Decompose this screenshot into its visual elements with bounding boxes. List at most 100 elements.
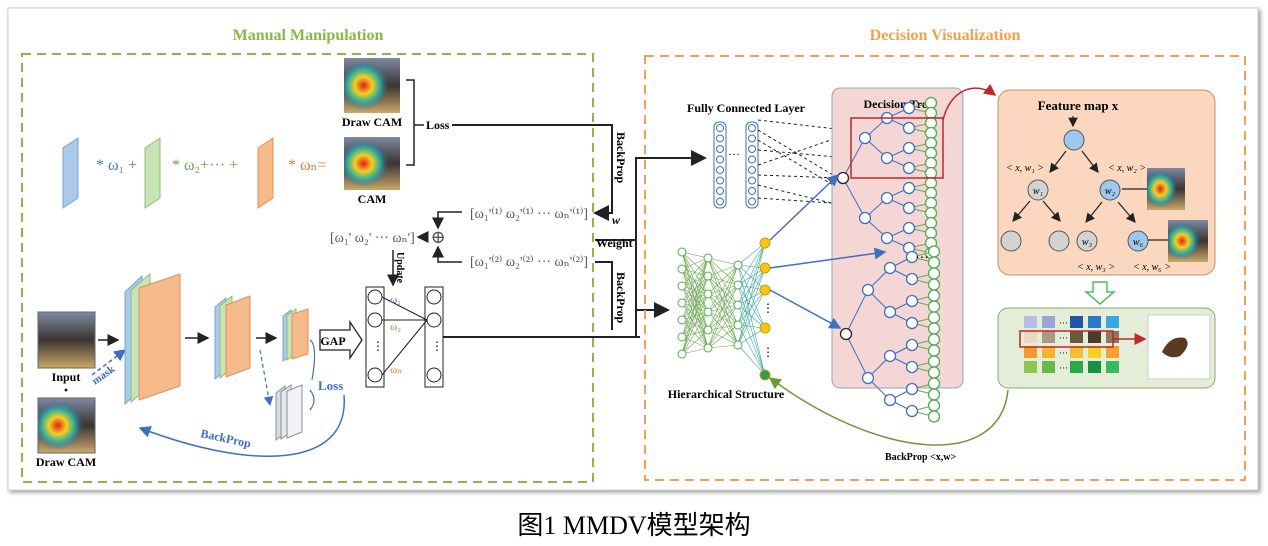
backprop-label-top: BackProp xyxy=(614,132,628,183)
hier-node xyxy=(703,325,713,335)
tree-node xyxy=(902,121,916,135)
tree-edge xyxy=(842,177,866,219)
hier-edge xyxy=(681,329,709,355)
fc-dots: ··· xyxy=(728,147,740,161)
net-node xyxy=(426,367,442,383)
weight-term-1: * ω₁ + xyxy=(96,157,137,174)
tree-leaf xyxy=(927,410,941,423)
left-dashed-box xyxy=(21,53,594,483)
hier-edge xyxy=(681,257,709,338)
tree-leaf xyxy=(927,256,941,269)
hier-edge xyxy=(681,285,709,295)
hollow-down-arrow xyxy=(1083,281,1117,305)
update-label: Update xyxy=(394,252,405,284)
tree-node xyxy=(880,231,894,245)
cnn-feature-stack-2 xyxy=(214,294,251,381)
input-image xyxy=(37,311,96,369)
draw-cam-image-bottom xyxy=(37,397,96,454)
tree-dots: ··· xyxy=(915,251,929,266)
tree-leaf xyxy=(927,267,941,280)
tree-node xyxy=(905,250,919,264)
fc-node xyxy=(748,134,756,143)
fc-node xyxy=(748,176,756,185)
hier-edge xyxy=(681,285,709,331)
hier-edge xyxy=(707,284,739,313)
grid-cell xyxy=(1024,316,1037,328)
backprop-xw-label: BackProp <x,w> xyxy=(885,452,957,463)
node-w3-label: w₃ xyxy=(1082,237,1093,248)
net-node xyxy=(367,312,383,328)
tree-node xyxy=(883,305,897,319)
fc-node xyxy=(748,124,756,132)
hier-edge xyxy=(737,304,766,376)
fc-node xyxy=(716,176,724,185)
fc-tree-link xyxy=(757,149,871,161)
hier-edge xyxy=(681,302,709,313)
gap-label: GAP xyxy=(320,334,345,348)
tree-node xyxy=(905,338,919,352)
tree-node xyxy=(902,101,916,115)
hier-edge xyxy=(681,251,709,295)
hier-node xyxy=(677,315,687,325)
backprop-arrow-top xyxy=(452,124,613,221)
xw2-label: < x, w₂ > xyxy=(1108,163,1146,174)
tree-node xyxy=(883,261,897,275)
arrow-hier-to-tree2 xyxy=(769,247,887,269)
grid-dots: ··· xyxy=(1059,318,1068,328)
decision-trees xyxy=(836,96,941,423)
gap-arrow xyxy=(319,319,363,361)
net-node xyxy=(367,289,383,305)
hier-edge xyxy=(681,257,709,304)
hier-edge xyxy=(737,344,766,376)
fc-node xyxy=(748,145,756,153)
gray-feature-stack xyxy=(275,384,303,442)
node-w3 xyxy=(1076,230,1098,252)
hier-edge xyxy=(707,284,739,331)
tree-node xyxy=(839,327,853,341)
hier-edge xyxy=(737,304,766,329)
tree-node xyxy=(883,349,897,363)
grid-cell xyxy=(1024,346,1037,358)
tree-leaf xyxy=(927,388,941,401)
hier-edge xyxy=(681,257,709,270)
node-w1 xyxy=(1027,179,1049,201)
red-zoom-arrow xyxy=(942,83,997,121)
tree-leaf xyxy=(927,289,941,302)
tree-leaf xyxy=(924,116,938,130)
fc-column xyxy=(713,121,727,209)
hier-edge xyxy=(737,284,766,376)
backprop-xw-arrow xyxy=(768,377,1009,446)
draw-cam-image-top xyxy=(344,58,400,113)
hier-edge xyxy=(681,268,709,313)
grid-cell xyxy=(1088,316,1101,328)
grid-cell xyxy=(1106,361,1119,373)
oplus-sum-icon: ⊕ xyxy=(430,227,445,247)
loss-label-bottom: Loss xyxy=(318,378,343,393)
tree-node xyxy=(858,211,872,225)
hier-edge xyxy=(707,275,739,306)
node-w2-label: w₂ xyxy=(1105,186,1116,197)
hier-edge xyxy=(707,257,739,306)
left-panel-title: Manual Manipulation xyxy=(233,27,384,44)
tree-leaf xyxy=(927,355,941,368)
tree-node xyxy=(861,283,875,297)
dot xyxy=(64,388,68,392)
fc-node xyxy=(716,166,724,174)
net-edge xyxy=(381,319,428,376)
grid-cell xyxy=(1088,346,1101,358)
w-label: w xyxy=(612,213,621,227)
hier-edge xyxy=(707,264,739,349)
tree-node xyxy=(902,181,916,195)
fc-node xyxy=(716,145,724,153)
backprop-arrow-mid xyxy=(595,261,613,330)
tree-node xyxy=(880,151,894,165)
hier-edge xyxy=(737,264,766,291)
arrow-hier-to-tree3 xyxy=(769,289,842,329)
fc-node xyxy=(716,197,724,206)
grid-cell xyxy=(1088,361,1101,373)
xw1-label: < x, w₁ > xyxy=(1006,163,1044,174)
tree-node xyxy=(880,191,894,205)
tree-edge xyxy=(845,333,869,379)
node-w2 xyxy=(1099,179,1121,201)
arrow-vec2-to-sum xyxy=(432,245,462,263)
